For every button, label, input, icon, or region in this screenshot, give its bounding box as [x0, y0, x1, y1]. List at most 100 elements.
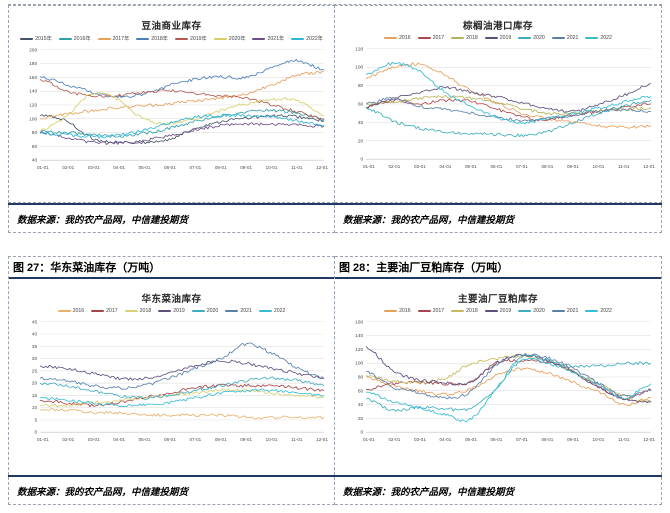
series-line — [39, 58, 325, 99]
x-tick-label: 06-01 — [164, 437, 176, 442]
x-tick-label: 09-01 — [240, 437, 252, 442]
legend-item: 2020年 — [213, 35, 245, 42]
x-axis: 01-01 02-01 03-01 04-01 05-01 06-01 07-01 08-01… — [13, 164, 330, 170]
series-line — [365, 357, 652, 423]
chart-panel-palm-oil: 棕榈油港口库存 2016 2017 2018 2019 2020 2021 2022 0 20… — [335, 5, 662, 203]
chart-area-palm-oil: 棕榈油港口库存 2016 2017 2018 2019 2020 2021 2022 0 20… — [335, 6, 661, 202]
x-tick-label: 08-01 — [541, 437, 554, 442]
x-tick-label: 01-01 — [37, 165, 49, 170]
series-line — [39, 122, 325, 145]
y-tick-label: 100 — [355, 361, 364, 366]
x-tick-label: 08-01 — [214, 437, 227, 442]
x-tick-label: 05-01 — [138, 165, 151, 170]
figure-caption-27: 图 27：华东菜油库存（万吨） — [9, 257, 334, 279]
x-tick-label: 08-01 — [214, 165, 227, 170]
legend-label: 2018 — [139, 308, 152, 314]
legend-swatch-icon — [136, 37, 150, 40]
x-tick-label: 07-01 — [516, 164, 528, 169]
source-note: 数据来源：我的农产品网，中信建投期货 — [17, 214, 189, 226]
legend-item: 2018年 — [136, 35, 168, 42]
legend-swatch-icon — [585, 310, 599, 312]
chart-block-top: 豆油商业库存 2015年 2016年 2017年 2018年 2019年 2020年 202… — [8, 4, 662, 240]
legend-item: 2021 — [551, 308, 579, 314]
legend-label: 2018 — [466, 308, 478, 314]
y-tick-label: 0 — [34, 430, 37, 435]
series-line — [39, 376, 325, 400]
legend-item: 2015年 — [20, 35, 52, 42]
y-tick-label: 120 — [355, 47, 364, 52]
y-tick-label: 20 — [32, 381, 38, 386]
legend-label: 2021年 — [267, 36, 285, 42]
legend-item: 2022年 — [291, 35, 323, 42]
legend-label: 2021 — [566, 308, 579, 314]
legend-item: 2019 — [484, 35, 512, 41]
legend-item: 2020 — [191, 308, 218, 314]
x-tick-label: 03-01 — [414, 164, 426, 169]
legend-item: 2017 — [91, 308, 118, 314]
y-tick-label: 120 — [355, 347, 364, 352]
source-cell: 数据来源：我的农产品网，中信建投期货 — [335, 477, 662, 505]
legend-label: 2016 — [399, 35, 411, 41]
legend-swatch-icon — [252, 37, 266, 40]
x-tick-label: 04-01 — [113, 165, 125, 170]
x-tick-label: 03-01 — [87, 165, 100, 170]
legend-item: 2019年 — [175, 35, 207, 42]
x-tick-label: 02-01 — [62, 165, 75, 170]
legend-swatch-icon — [258, 310, 272, 312]
chart-panel-rapeseed-oil: 图 27：华东菜油库存（万吨） 华东菜油库存 2016 2017 2018 2019 2… — [8, 256, 335, 475]
series-line — [39, 388, 325, 407]
series-line — [39, 408, 325, 420]
legend-item: 2020 — [518, 35, 545, 41]
source-note: 数据来源：我的农产品网，中信建投期货 — [343, 214, 515, 226]
x-tick-label: 08-01 — [541, 164, 554, 169]
legend-label: 2021 — [566, 35, 579, 41]
y-tick-label: 0 — [361, 430, 364, 435]
y-tick-label: 10 — [32, 405, 38, 410]
chart-legend: 2016 2017 2018 2019 2020 2021 2022 — [339, 35, 657, 41]
legend-item: 2017年 — [97, 35, 130, 42]
legend-item: 2018 — [124, 308, 152, 314]
y-tick-label: 45 — [32, 320, 38, 325]
x-tick-label: 12-01 — [643, 164, 655, 169]
legend-swatch-icon — [158, 310, 172, 312]
legend-item: 2017 — [417, 308, 444, 314]
legend-swatch-icon — [451, 37, 465, 39]
x-tick-label: 01-01 — [363, 164, 375, 169]
y-tick-label: 100 — [29, 117, 37, 122]
legend-item: 2021年 — [252, 35, 284, 42]
legend-item: 2016 — [384, 35, 411, 41]
source-row-bottom: 数据来源：我的农产品网，中信建投期货 数据来源：我的农产品网，中信建投期货 — [8, 477, 662, 505]
chart-svg: 0 20 40 60 80 100 120 140 160 — [355, 320, 652, 435]
legend-label: 2019 — [499, 35, 512, 41]
legend-swatch-icon — [484, 310, 498, 312]
x-tick-label: 12-01 — [316, 165, 328, 170]
y-tick-label: 35 — [32, 344, 38, 349]
x-tick-label: 02-01 — [388, 164, 401, 169]
y-tick-label: 40 — [358, 120, 364, 125]
legend-swatch-icon — [58, 37, 72, 40]
chart-row-top: 豆油商业库存 2015年 2016年 2017年 2018年 2019年 2020年 202… — [8, 4, 662, 203]
x-tick-label: 01-01 — [37, 437, 49, 442]
chart-block-bottom: 图 27：华东菜油库存（万吨） 华东菜油库存 2016 2017 2018 2019 2… — [8, 256, 662, 508]
legend-label: 2022 — [600, 308, 612, 314]
series-line — [39, 70, 325, 120]
divider-bottom — [8, 475, 662, 477]
legend-swatch-icon — [551, 37, 565, 39]
chart-area-soybean-oil: 豆油商业库存 2015年 2016年 2017年 2018年 2019年 2020年 202… — [9, 6, 334, 202]
y-tick-label: 120 — [29, 103, 37, 108]
y-tick-label: 160 — [29, 75, 37, 80]
y-tick-label: 160 — [355, 320, 364, 325]
y-tick-label: 180 — [29, 61, 37, 66]
x-axis: 01-01 02-01 03-01 04-01 05-01 06-01 07-01 08-01… — [339, 436, 657, 442]
legend-label: 2017年 — [112, 36, 130, 42]
plot-region: 0 20 40 60 80 100 120 — [339, 45, 655, 163]
series-line — [365, 353, 652, 412]
legend-swatch-icon — [551, 310, 565, 312]
y-tick-label: 20 — [358, 139, 364, 144]
x-tick-label: 06-01 — [490, 437, 503, 442]
x-tick-label: 04-01 — [113, 437, 125, 442]
legend-swatch-icon — [191, 310, 205, 312]
chart-svg: 0 20 40 60 80 100 120 — [355, 47, 652, 162]
